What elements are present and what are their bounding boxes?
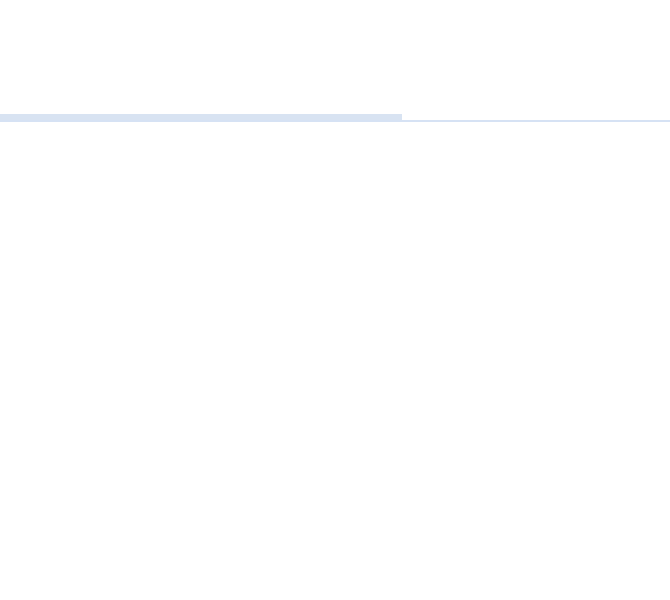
loading-progress-fill: [0, 114, 402, 122]
loading-progress-bar: [0, 114, 670, 122]
progress-baseline: [0, 120, 670, 122]
main-content-area: [0, 122, 670, 600]
header-area: [0, 0, 670, 114]
